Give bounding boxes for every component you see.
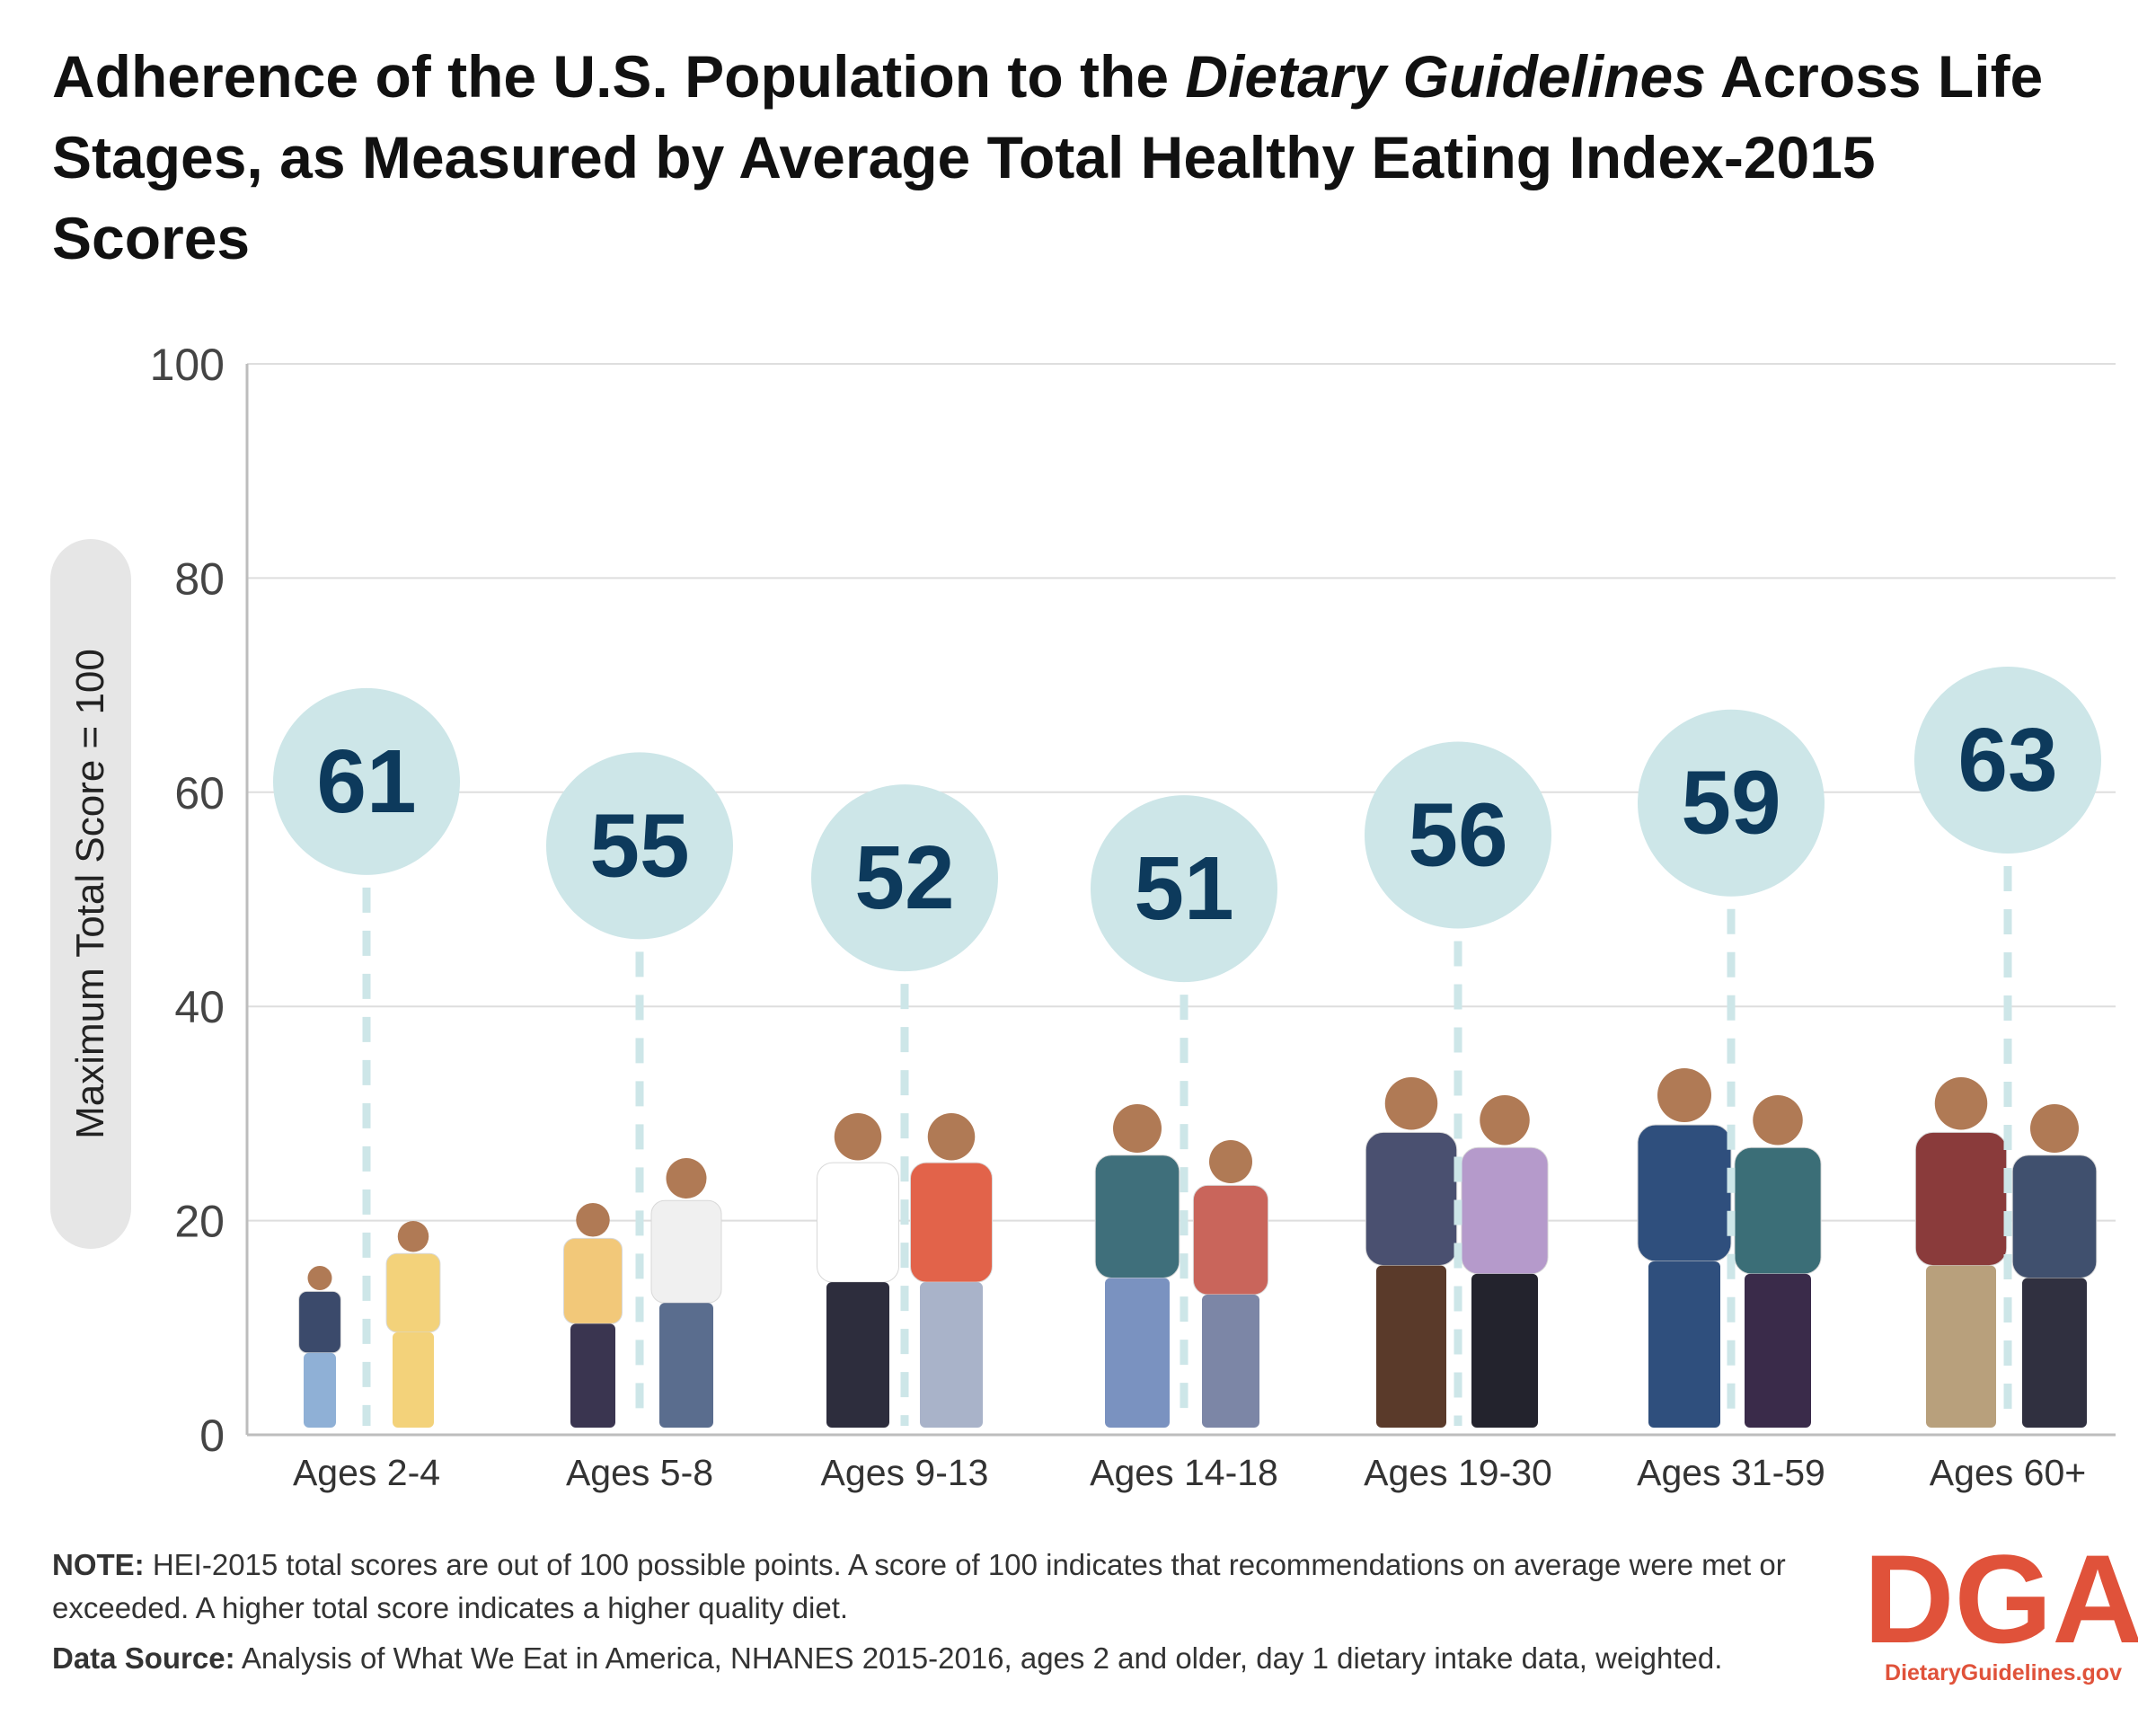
score-value-label: 59	[1681, 753, 1780, 854]
note-label: NOTE:	[52, 1548, 145, 1581]
person-illustration	[298, 1266, 341, 1428]
y-tick-label: 0	[199, 1411, 225, 1461]
score-circle	[273, 687, 460, 875]
y-tick-label: 20	[174, 1197, 225, 1247]
data-source: Data Source: Analysis of What We Eat in …	[52, 1637, 1849, 1680]
score-value-label: 56	[1408, 784, 1507, 885]
y-tick-label: 40	[174, 982, 225, 1032]
score-circle	[1365, 741, 1551, 929]
y-tick-label: 100	[150, 340, 225, 390]
dga-logo-url: DietaryGuidelines.gov	[1885, 1660, 2122, 1685]
x-tick-label: Ages 31-59	[1637, 1452, 1825, 1493]
person-illustration	[385, 1221, 441, 1428]
person-illustration	[1461, 1095, 1549, 1428]
chart-title: Adherence of the U.S. Population to the …	[52, 43, 2044, 271]
x-tick-label: Ages 19-30	[1364, 1452, 1552, 1493]
score-markers: 61 55 52 51 56 59 63	[273, 667, 2101, 1426]
score-circle	[546, 752, 733, 940]
person-illustration	[1637, 1068, 1732, 1428]
person-illustration	[2011, 1104, 2098, 1428]
source-label: Data Source:	[52, 1641, 235, 1675]
note-text: HEI-2015 total scores are out of 100 pos…	[52, 1548, 1786, 1624]
score-value-label: 63	[1957, 710, 2057, 810]
person-illustration	[1914, 1077, 2008, 1428]
y-tick-label: 80	[174, 553, 225, 604]
person-illustration	[650, 1158, 722, 1428]
x-tick-label: Ages 60+	[1930, 1452, 2086, 1493]
person-illustration	[817, 1113, 899, 1428]
score-circle	[1091, 795, 1277, 983]
person-illustration	[1094, 1104, 1180, 1428]
dga-logo-letters: DGA	[1869, 1528, 2138, 1669]
x-tick-label: Ages 2-4	[293, 1452, 440, 1493]
score-circle	[1914, 667, 2101, 854]
dga-logo: DGA	[1869, 1528, 2138, 1669]
score-value-label: 61	[316, 731, 416, 832]
person-illustration	[1734, 1095, 1822, 1428]
x-tick-label: Ages 14-18	[1090, 1452, 1278, 1493]
person-illustration	[910, 1113, 993, 1428]
score-value-label: 55	[589, 795, 689, 896]
x-tick-labels: Ages 2-4 Ages 5-8 Ages 9-13 Ages 14-18 Ages …	[293, 1452, 2086, 1493]
y-axis-label-pill: Maximum Total Score = 100	[50, 539, 131, 1249]
x-tick-label: Ages 5-8	[566, 1452, 713, 1493]
person-illustration	[1192, 1140, 1269, 1428]
x-tick-label: Ages 9-13	[821, 1452, 989, 1493]
y-tick-label: 60	[174, 768, 225, 818]
note: NOTE: HEI-2015 total scores are out of 1…	[52, 1544, 1813, 1630]
person-illustration	[1365, 1077, 1458, 1428]
title-italic: Dietary Guidelines	[1185, 43, 1706, 110]
person-illustration	[563, 1203, 623, 1428]
score-value-label: 52	[854, 827, 954, 928]
score-circle	[811, 784, 998, 972]
people-illustrations	[298, 1068, 2098, 1428]
y-tick-labels: 0 20 40 60 80 100	[150, 340, 225, 1461]
score-value-label: 51	[1134, 838, 1233, 939]
source-text: Analysis of What We Eat in America, NHAN…	[234, 1641, 1723, 1675]
score-circle	[1638, 709, 1825, 897]
